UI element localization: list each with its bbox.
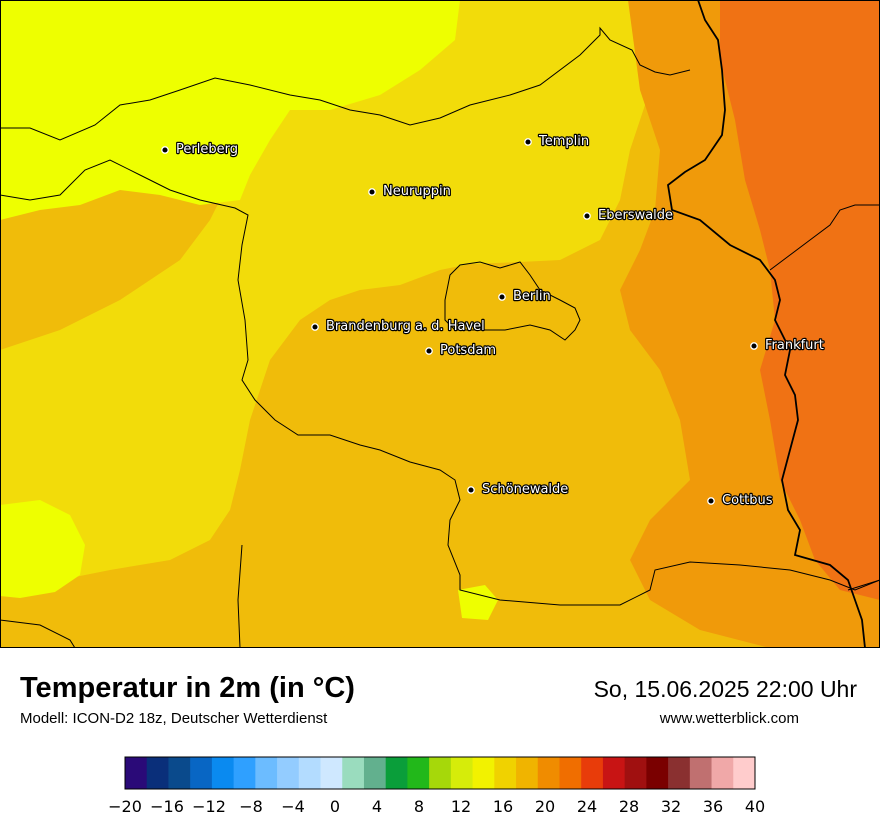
city-eberswalde[interactable]: Eberswalde	[583, 207, 674, 224]
legend-swatch	[233, 757, 256, 789]
legend-swatch	[211, 757, 235, 789]
city-label: Neuruppin	[383, 184, 451, 199]
legend-swatch	[407, 757, 430, 789]
temp-zone-14-16-s	[458, 585, 498, 620]
legend-swatch	[646, 757, 669, 789]
city-marker	[707, 497, 715, 505]
legend-frame	[124, 756, 756, 790]
legend-swatch	[255, 757, 278, 789]
city-perleberg[interactable]: Perleberg	[161, 141, 239, 158]
legend-tick-label: 24	[577, 797, 597, 816]
legend-tick-label: −12	[192, 797, 226, 816]
legend-swatch	[494, 757, 517, 789]
temperature-map: Perleberg Templin Neuruppin Eberswalde B…	[0, 0, 880, 648]
city-label: Berlin	[513, 289, 551, 304]
legend-swatch	[298, 757, 321, 789]
legend-swatch	[516, 757, 539, 789]
city-marker	[467, 486, 475, 494]
legend-swatch	[385, 757, 408, 789]
city-label: Cottbus	[722, 493, 773, 508]
legend-swatch	[602, 757, 626, 789]
city-templin[interactable]: Templin	[524, 133, 590, 150]
city-berlin[interactable]: Berlin	[498, 288, 552, 305]
city-label: Brandenburg a. d. Havel	[326, 319, 485, 334]
legend-swatch	[581, 757, 604, 789]
forecast-datetime: So, 15.06.2025 22:00 Uhr	[593, 676, 857, 702]
legend-swatch	[668, 757, 691, 789]
legend-swatch	[624, 757, 647, 789]
city-marker	[368, 188, 376, 196]
legend-swatch	[689, 757, 712, 789]
city-marker	[311, 323, 319, 331]
legend-swatch	[168, 757, 191, 789]
temp-zone-18-20-sw	[230, 540, 390, 648]
website-link[interactable]: www.wetterblick.com	[659, 710, 799, 727]
legend-tick-label: 40	[745, 797, 765, 816]
legend-tick-label: 28	[619, 797, 639, 816]
city-label: Schönewalde	[482, 482, 568, 497]
city-label: Eberswalde	[598, 208, 673, 223]
map-title: Temperatur in 2m (in °C)	[20, 672, 355, 704]
legend-swatch	[342, 757, 365, 789]
legend-swatch	[320, 757, 343, 789]
legend-tick-label: 36	[703, 797, 723, 816]
legend-swatch	[363, 757, 387, 789]
legend-tick-label: 16	[493, 797, 513, 816]
color-scale-legend: −20 −16 −12 −8 −4 0 4 8 12 16 20 24 28 32 36 40	[108, 756, 765, 816]
legend-swatch	[450, 757, 473, 789]
temp-zone-14-16-sw	[0, 500, 85, 598]
national-border	[667, 0, 866, 648]
legend-tick-label: −4	[281, 797, 305, 816]
legend-swatch	[733, 757, 756, 789]
temp-zone-14-16-nw	[0, 0, 460, 220]
city-marker	[524, 138, 532, 146]
temp-zone-22-24	[720, 0, 880, 600]
city-schoenewalde[interactable]: Schönewalde	[467, 481, 569, 498]
legend-tick-label: 12	[451, 797, 471, 816]
legend-swatch	[559, 757, 582, 789]
legend-swatch	[190, 757, 213, 789]
temp-zone-16-18	[0, 0, 650, 590]
legend-swatch	[711, 757, 734, 789]
city-potsdam[interactable]: Potsdam	[425, 342, 497, 359]
city-cottbus[interactable]: Cottbus	[707, 492, 774, 509]
legend-swatch	[537, 757, 560, 789]
legend-swatch	[277, 757, 300, 789]
city-label: Perleberg	[176, 142, 238, 157]
legend-tick-label: 4	[372, 797, 382, 816]
city-label: Potsdam	[440, 343, 496, 358]
map-subtitle: Modell: ICON-D2 18z, Deutscher Wetterdie…	[20, 710, 328, 727]
city-label: Frankfurt	[765, 338, 824, 353]
legend-tick-label: 32	[661, 797, 681, 816]
legend-swatch	[429, 757, 452, 789]
city-brandenburg[interactable]: Brandenburg a. d. Havel	[311, 318, 486, 335]
border-se	[847, 579, 880, 591]
city-label: Templin	[538, 134, 589, 149]
legend-tick-label: −8	[239, 797, 263, 816]
legend-ticks: −20 −16 −12 −8 −4 0 4 8 12 16 20 24 28 32 36 40	[108, 797, 765, 816]
legend-tick-label: 20	[535, 797, 555, 816]
city-marker	[583, 212, 591, 220]
legend-tick-label: −16	[150, 797, 184, 816]
legend-swatch	[472, 757, 495, 789]
city-marker	[498, 293, 506, 301]
legend-tick-label: −20	[108, 797, 142, 816]
legend-tick-label: 8	[414, 797, 424, 816]
border-poland-inner	[769, 204, 880, 271]
city-frankfurt[interactable]: Frankfurt	[750, 337, 825, 354]
city-marker	[425, 347, 433, 355]
legend-swatches	[124, 756, 756, 790]
legend-swatch	[146, 757, 169, 789]
legend-tick-label: 0	[330, 797, 340, 816]
city-marker	[161, 146, 169, 154]
city-marker	[750, 342, 758, 350]
legend-swatch	[125, 757, 148, 789]
city-neuruppin[interactable]: Neuruppin	[368, 183, 452, 200]
state-borders	[0, 0, 880, 648]
